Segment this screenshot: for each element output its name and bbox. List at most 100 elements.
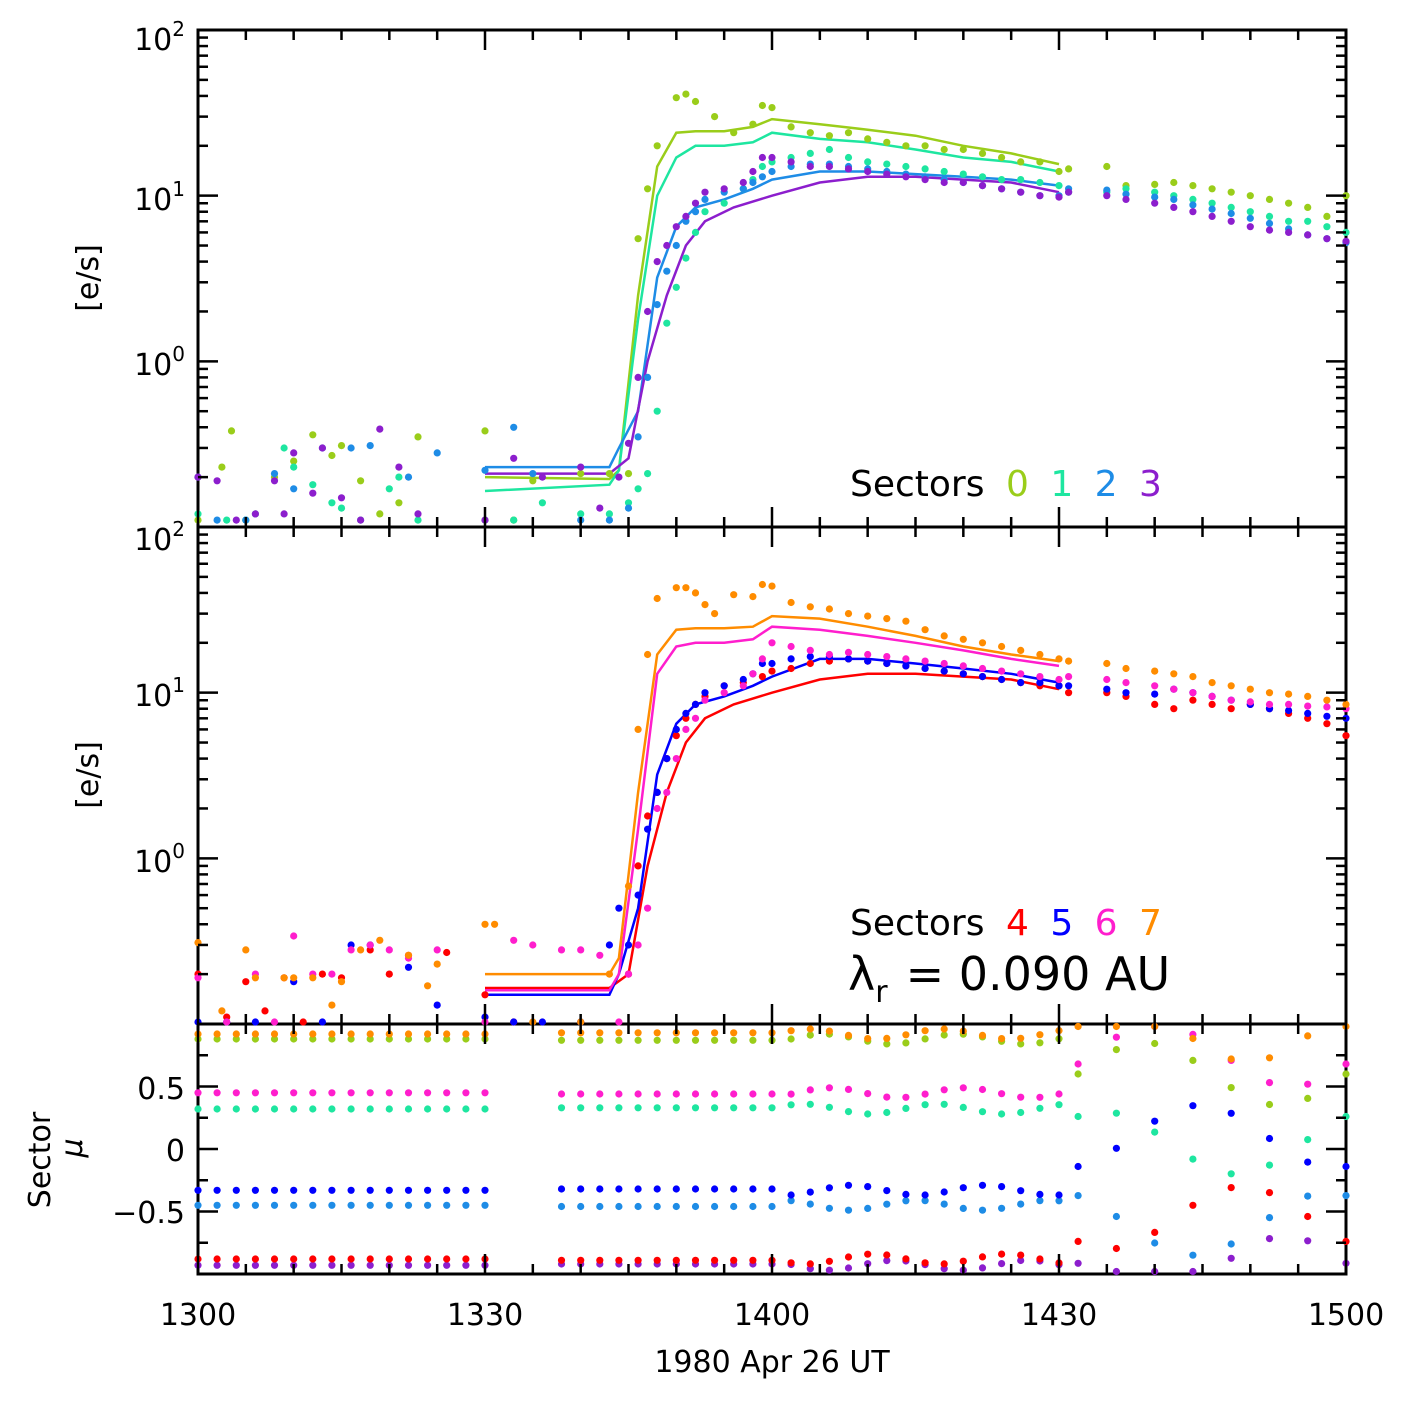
mu-point-sector-5: [998, 1183, 1006, 1191]
top-data-point-sector-1: [328, 499, 336, 507]
middle-data-point-sector-5: [940, 667, 948, 675]
mu-point-sector-3: [1227, 1254, 1235, 1262]
mu-point-sector-6: [443, 1089, 451, 1097]
mu-point-sector-7: [596, 1029, 604, 1037]
mu-point-sector-6: [462, 1089, 470, 1097]
mu-point-sector-0: [672, 1036, 680, 1044]
top-data-point-sector-2: [1189, 201, 1197, 209]
mu-point-sector-5: [270, 1186, 279, 1194]
top-data-point-sector-0: [1170, 178, 1178, 187]
middle-data-point-sector-5: [691, 700, 700, 709]
mu-point-sector-1: [844, 1108, 853, 1116]
top-data-point-sector-3: [290, 449, 298, 457]
mu-point-sector-5: [921, 1191, 929, 1199]
mu-point-sector-2: [347, 1201, 355, 1209]
mu-point-sector-7: [653, 1029, 661, 1037]
mu-point-sector-5: [653, 1185, 661, 1193]
bottom-ytick-label-0.5: 0.5: [137, 1072, 185, 1107]
mu-point-sector-4: [691, 1256, 700, 1264]
bottom-ytick-label--0.5: −0.5: [112, 1196, 185, 1231]
top-data-point-sector-0: [1246, 192, 1254, 200]
top-data-point-sector-2: [1122, 190, 1130, 198]
mu-point-sector-0: [443, 1035, 451, 1043]
mu-point-sector-4: [309, 1255, 317, 1263]
mu-point-sector-1: [806, 1100, 814, 1108]
top-data-point-sector-3: [376, 425, 384, 433]
middle-data-point-sector-6: [844, 648, 853, 657]
mu-point-sector-0: [902, 1039, 910, 1047]
mu-point-sector-4: [404, 1255, 413, 1263]
top-data-point-sector-3: [682, 212, 690, 220]
mu-point-sector-6: [213, 1089, 221, 1097]
top-data-point-sector-0: [227, 427, 236, 435]
middle-data-point-sector-7: [883, 615, 891, 623]
top-data-point-sector-3: [701, 188, 709, 196]
mu-point-sector-3: [1112, 1267, 1120, 1276]
mu-point-sector-5: [1342, 1162, 1350, 1171]
mu-point-sector-7: [749, 1029, 757, 1037]
top-ylabel: [e/s]: [71, 244, 106, 312]
middle-data-point-sector-6: [998, 667, 1006, 675]
middle-data-point-sector-5: [787, 655, 795, 663]
mu-point-sector-7: [730, 1029, 738, 1037]
top-data-point-sector-0: [787, 123, 795, 131]
mu-point-sector-5: [787, 1191, 795, 1199]
mu-point-sector-0: [557, 1036, 566, 1044]
mu-point-sector-4: [806, 1260, 814, 1268]
top-data-point-sector-0: [1151, 180, 1159, 188]
mu-point-sector-2: [902, 1197, 910, 1205]
middle-data-point-sector-5: [902, 662, 910, 670]
middle-data-point-sector-5: [1285, 706, 1293, 715]
top-data-point-sector-0: [749, 120, 757, 128]
top-data-point-sector-1: [1265, 212, 1274, 220]
top-data-point-sector-2: [433, 449, 441, 457]
middle-data-point-sector-5: [739, 675, 747, 684]
mu-point-sector-2: [366, 1201, 374, 1209]
bottom-ylabel-line1: Sector: [23, 1111, 58, 1208]
mu-point-sector-1: [309, 1105, 317, 1113]
top-data-point-sector-3: [672, 223, 680, 231]
mu-point-sector-5: [481, 1186, 489, 1194]
mu-point-sector-5: [844, 1181, 853, 1189]
middle-data-point-sector-5: [682, 709, 690, 718]
mu-point-sector-6: [691, 1090, 700, 1098]
top-data-point-sector-3: [577, 463, 585, 471]
top-data-point-sector-3: [395, 463, 403, 471]
xtick-label-1330: 1330: [447, 1298, 523, 1333]
mu-point-sector-7: [1017, 1034, 1025, 1042]
mu-point-sector-5: [443, 1186, 451, 1194]
middle-data-point-sector-6: [270, 1018, 279, 1026]
mu-point-sector-7: [462, 1030, 470, 1038]
top-data-point-sector-0: [1265, 195, 1274, 203]
middle-data-point-sector-7: [921, 626, 929, 634]
mu-point-sector-7: [998, 1035, 1006, 1043]
mu-point-sector-7: [424, 1030, 432, 1038]
top-data-point-sector-2: [691, 208, 700, 216]
mu-point-sector-6: [883, 1093, 891, 1101]
mu-point-sector-0: [711, 1036, 719, 1044]
middle-data-point-sector-7: [280, 974, 288, 982]
mu-point-sector-7: [1074, 1022, 1082, 1031]
mu-point-sector-7: [347, 1030, 355, 1038]
middle-ytick-label-100: 102: [134, 517, 185, 558]
mu-point-sector-2: [806, 1200, 814, 1208]
mu-point-sector-1: [768, 1104, 776, 1112]
mu-point-sector-1: [577, 1104, 585, 1112]
top-data-point-sector-3: [624, 439, 633, 447]
top-data-point-sector-1: [883, 160, 891, 168]
mu-point-sector-6: [481, 1089, 489, 1097]
xtick-label-1430: 1430: [1021, 1298, 1097, 1333]
top-data-point-sector-1: [1323, 223, 1331, 231]
top-data-point-sector-0: [921, 142, 929, 150]
mu-point-sector-6: [385, 1089, 393, 1097]
middle-data-point-sector-7: [749, 593, 757, 601]
middle-data-point-sector-6: [739, 682, 747, 690]
mu-point-sector-2: [825, 1204, 834, 1212]
middle-data-point-sector-6: [347, 946, 355, 954]
mu-point-sector-6: [1304, 1080, 1312, 1088]
top-data-point-sector-3: [902, 173, 910, 181]
top-data-point-sector-3: [1304, 231, 1312, 239]
mu-point-sector-0: [462, 1035, 470, 1043]
middle-data-point-sector-4: [1342, 732, 1350, 740]
middle-data-point-sector-5: [1304, 709, 1312, 718]
